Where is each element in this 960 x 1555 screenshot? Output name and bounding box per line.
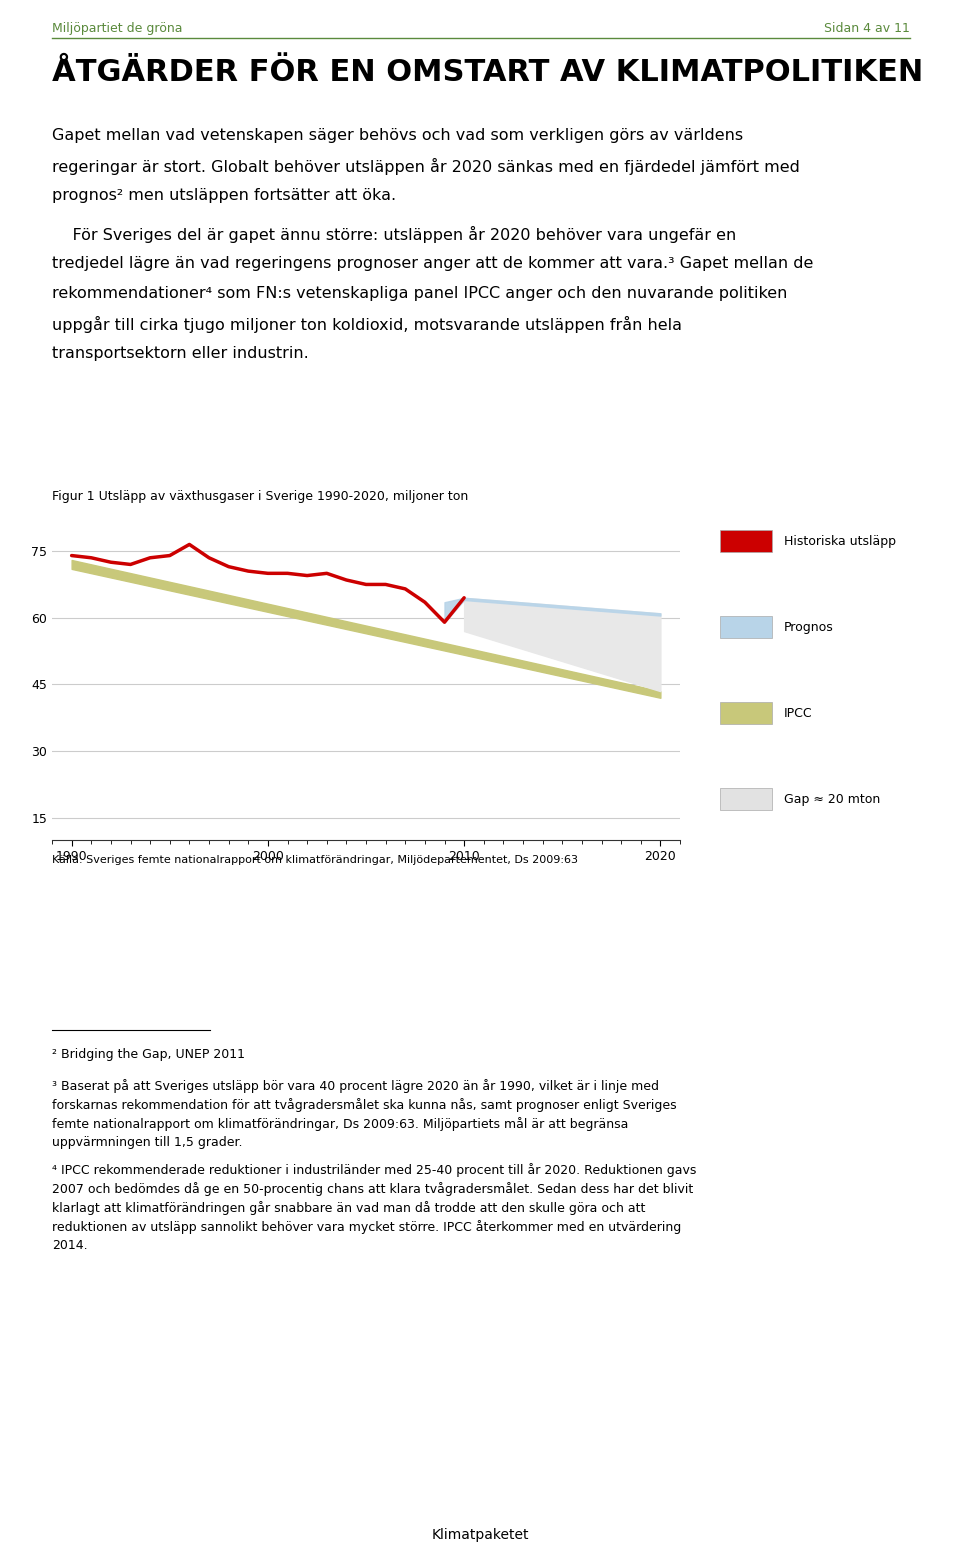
Text: tredjedel lägre än vad regeringens prognoser anger att de kommer att vara.³ Gape: tredjedel lägre än vad regeringens progn… xyxy=(52,257,813,271)
Bar xyxy=(720,616,772,638)
Text: ÅTGÄRDER FÖR EN OMSTART AV KLIMATPOLITIKEN: ÅTGÄRDER FÖR EN OMSTART AV KLIMATPOLITIK… xyxy=(52,58,924,87)
Text: Gap ≈ 20 mton: Gap ≈ 20 mton xyxy=(784,793,880,805)
Text: ⁴ IPCC rekommenderade reduktioner i industriländer med 25-40 procent till år 202: ⁴ IPCC rekommenderade reduktioner i indu… xyxy=(52,1163,696,1177)
Text: rekommendationer⁴ som FN:s vetenskapliga panel IPCC anger och den nuvarande poli: rekommendationer⁴ som FN:s vetenskapliga… xyxy=(52,286,787,302)
Text: Källa: Sveriges femte nationalrapport om klimatförändringar, Miljödepartementet,: Källa: Sveriges femte nationalrapport om… xyxy=(52,855,578,865)
Text: ² Bridging the Gap, UNEP 2011: ² Bridging the Gap, UNEP 2011 xyxy=(52,1048,245,1061)
Text: prognos² men utsläppen fortsätter att öka.: prognos² men utsläppen fortsätter att ök… xyxy=(52,188,396,204)
Text: IPCC: IPCC xyxy=(784,706,812,720)
Text: Historiska utsläpp: Historiska utsläpp xyxy=(784,535,896,547)
Bar xyxy=(720,530,772,552)
Text: transportsektorn eller industrin.: transportsektorn eller industrin. xyxy=(52,347,309,361)
Text: 2007 och bedömdes då ge en 50-procentig chans att klara tvågradersmålet. Sedan d: 2007 och bedömdes då ge en 50-procentig … xyxy=(52,1182,693,1196)
Text: uppgår till cirka tjugo miljoner ton koldioxid, motsvarande utsläppen från hela: uppgår till cirka tjugo miljoner ton kol… xyxy=(52,316,682,333)
Text: För Sveriges del är gapet ännu större: utsläppen år 2020 behöver vara ungefär en: För Sveriges del är gapet ännu större: u… xyxy=(52,225,736,243)
Text: uppvärmningen till 1,5 grader.: uppvärmningen till 1,5 grader. xyxy=(52,1137,243,1149)
Text: klarlagt att klimatförändringen går snabbare än vad man då trodde att den skulle: klarlagt att klimatförändringen går snab… xyxy=(52,1200,645,1214)
Text: Miljöpartiet de gröna: Miljöpartiet de gröna xyxy=(52,22,182,36)
Text: femte nationalrapport om klimatförändringar, Ds 2009:63. Miljöpartiets mål är at: femte nationalrapport om klimatförändrin… xyxy=(52,1116,629,1130)
Text: forskarnas rekommendation för att tvågradersmålet ska kunna nås, samt prognoser : forskarnas rekommendation för att tvågra… xyxy=(52,1098,677,1112)
Text: Sidan 4 av 11: Sidan 4 av 11 xyxy=(824,22,910,36)
Text: 2014.: 2014. xyxy=(52,1239,87,1252)
Text: ³ Baserat på att Sveriges utsläpp bör vara 40 procent lägre 2020 än år 1990, vil: ³ Baserat på att Sveriges utsläpp bör va… xyxy=(52,1079,659,1093)
Text: reduktionen av utsläpp sannolikt behöver vara mycket större. IPCC återkommer med: reduktionen av utsläpp sannolikt behöver… xyxy=(52,1221,682,1235)
Bar xyxy=(720,788,772,810)
Text: Figur 1 Utsläpp av växthusgaser i Sverige 1990-2020, miljoner ton: Figur 1 Utsläpp av växthusgaser i Sverig… xyxy=(52,490,468,502)
Bar xyxy=(720,703,772,725)
Text: regeringar är stort. Globalt behöver utsläppen år 2020 sänkas med en fjärdedel j: regeringar är stort. Globalt behöver uts… xyxy=(52,159,800,176)
Text: Prognos: Prognos xyxy=(784,620,833,633)
Text: Gapet mellan vad vetenskapen säger behövs och vad som verkligen görs av världens: Gapet mellan vad vetenskapen säger behöv… xyxy=(52,128,743,143)
Text: Klimatpaketet: Klimatpaketet xyxy=(431,1529,529,1543)
